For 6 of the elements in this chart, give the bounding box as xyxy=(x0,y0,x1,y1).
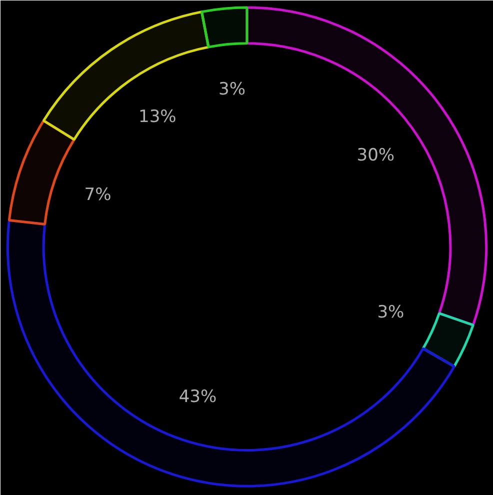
data-label: 13% xyxy=(138,106,176,127)
data-label: 43% xyxy=(178,386,217,407)
data-label: 7% xyxy=(84,185,112,206)
data-label: 30% xyxy=(356,145,395,166)
data-label: 3% xyxy=(377,302,404,322)
data-label: 3% xyxy=(218,80,246,100)
